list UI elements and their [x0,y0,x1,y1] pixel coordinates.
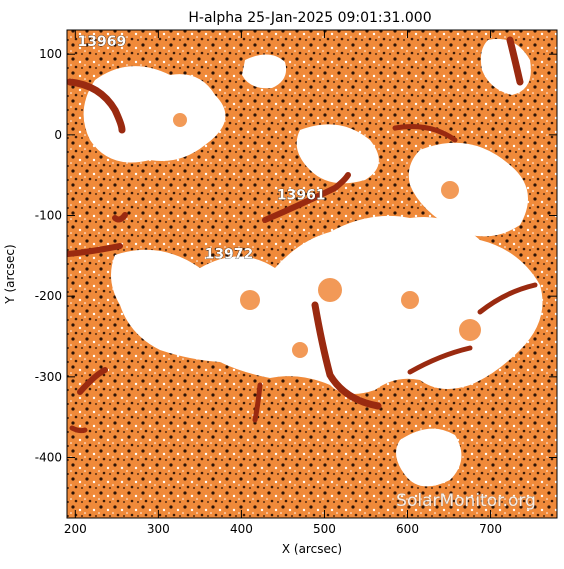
active-region-label: 13972 [205,246,254,262]
x-tick-label: 400 [230,522,253,536]
plot-frame [66,29,558,519]
y-axis-label: Y (arcsec) [3,244,17,304]
x-tick-label: 600 [396,522,419,536]
y-tick-label: 100 [39,47,62,61]
y-tick-label: 0 [54,128,62,142]
x-axis-label: X (arcsec) [282,542,342,556]
y-tick-label: -400 [35,451,62,465]
y-tick-label: -300 [35,370,62,384]
filaments [67,36,538,434]
y-axis-ticks: 100 0 -100 -200 -300 -400 [35,47,557,465]
y-tick-label: -100 [35,209,62,223]
texture-patches [173,113,481,358]
x-axis-ticks: 200 300 400 500 600 700 [64,30,502,536]
x-tick-label: 300 [147,522,170,536]
y-tick-label: -200 [35,289,62,303]
halpha-image: 13969 13961 13972 SolarMonitor.org [67,30,557,518]
watermark: SolarMonitor.org [396,491,536,511]
active-region-label: 13961 [277,187,326,203]
x-tick-label: 700 [479,522,502,536]
plot-title: H-alpha 25-Jan-2025 09:01:31.000 [188,10,431,26]
active-region-label: 13969 [78,34,127,50]
active-region-labels: 13969 13961 13972 [77,34,326,263]
x-tick-label: 500 [313,522,336,536]
x-tick-label: 200 [64,522,87,536]
